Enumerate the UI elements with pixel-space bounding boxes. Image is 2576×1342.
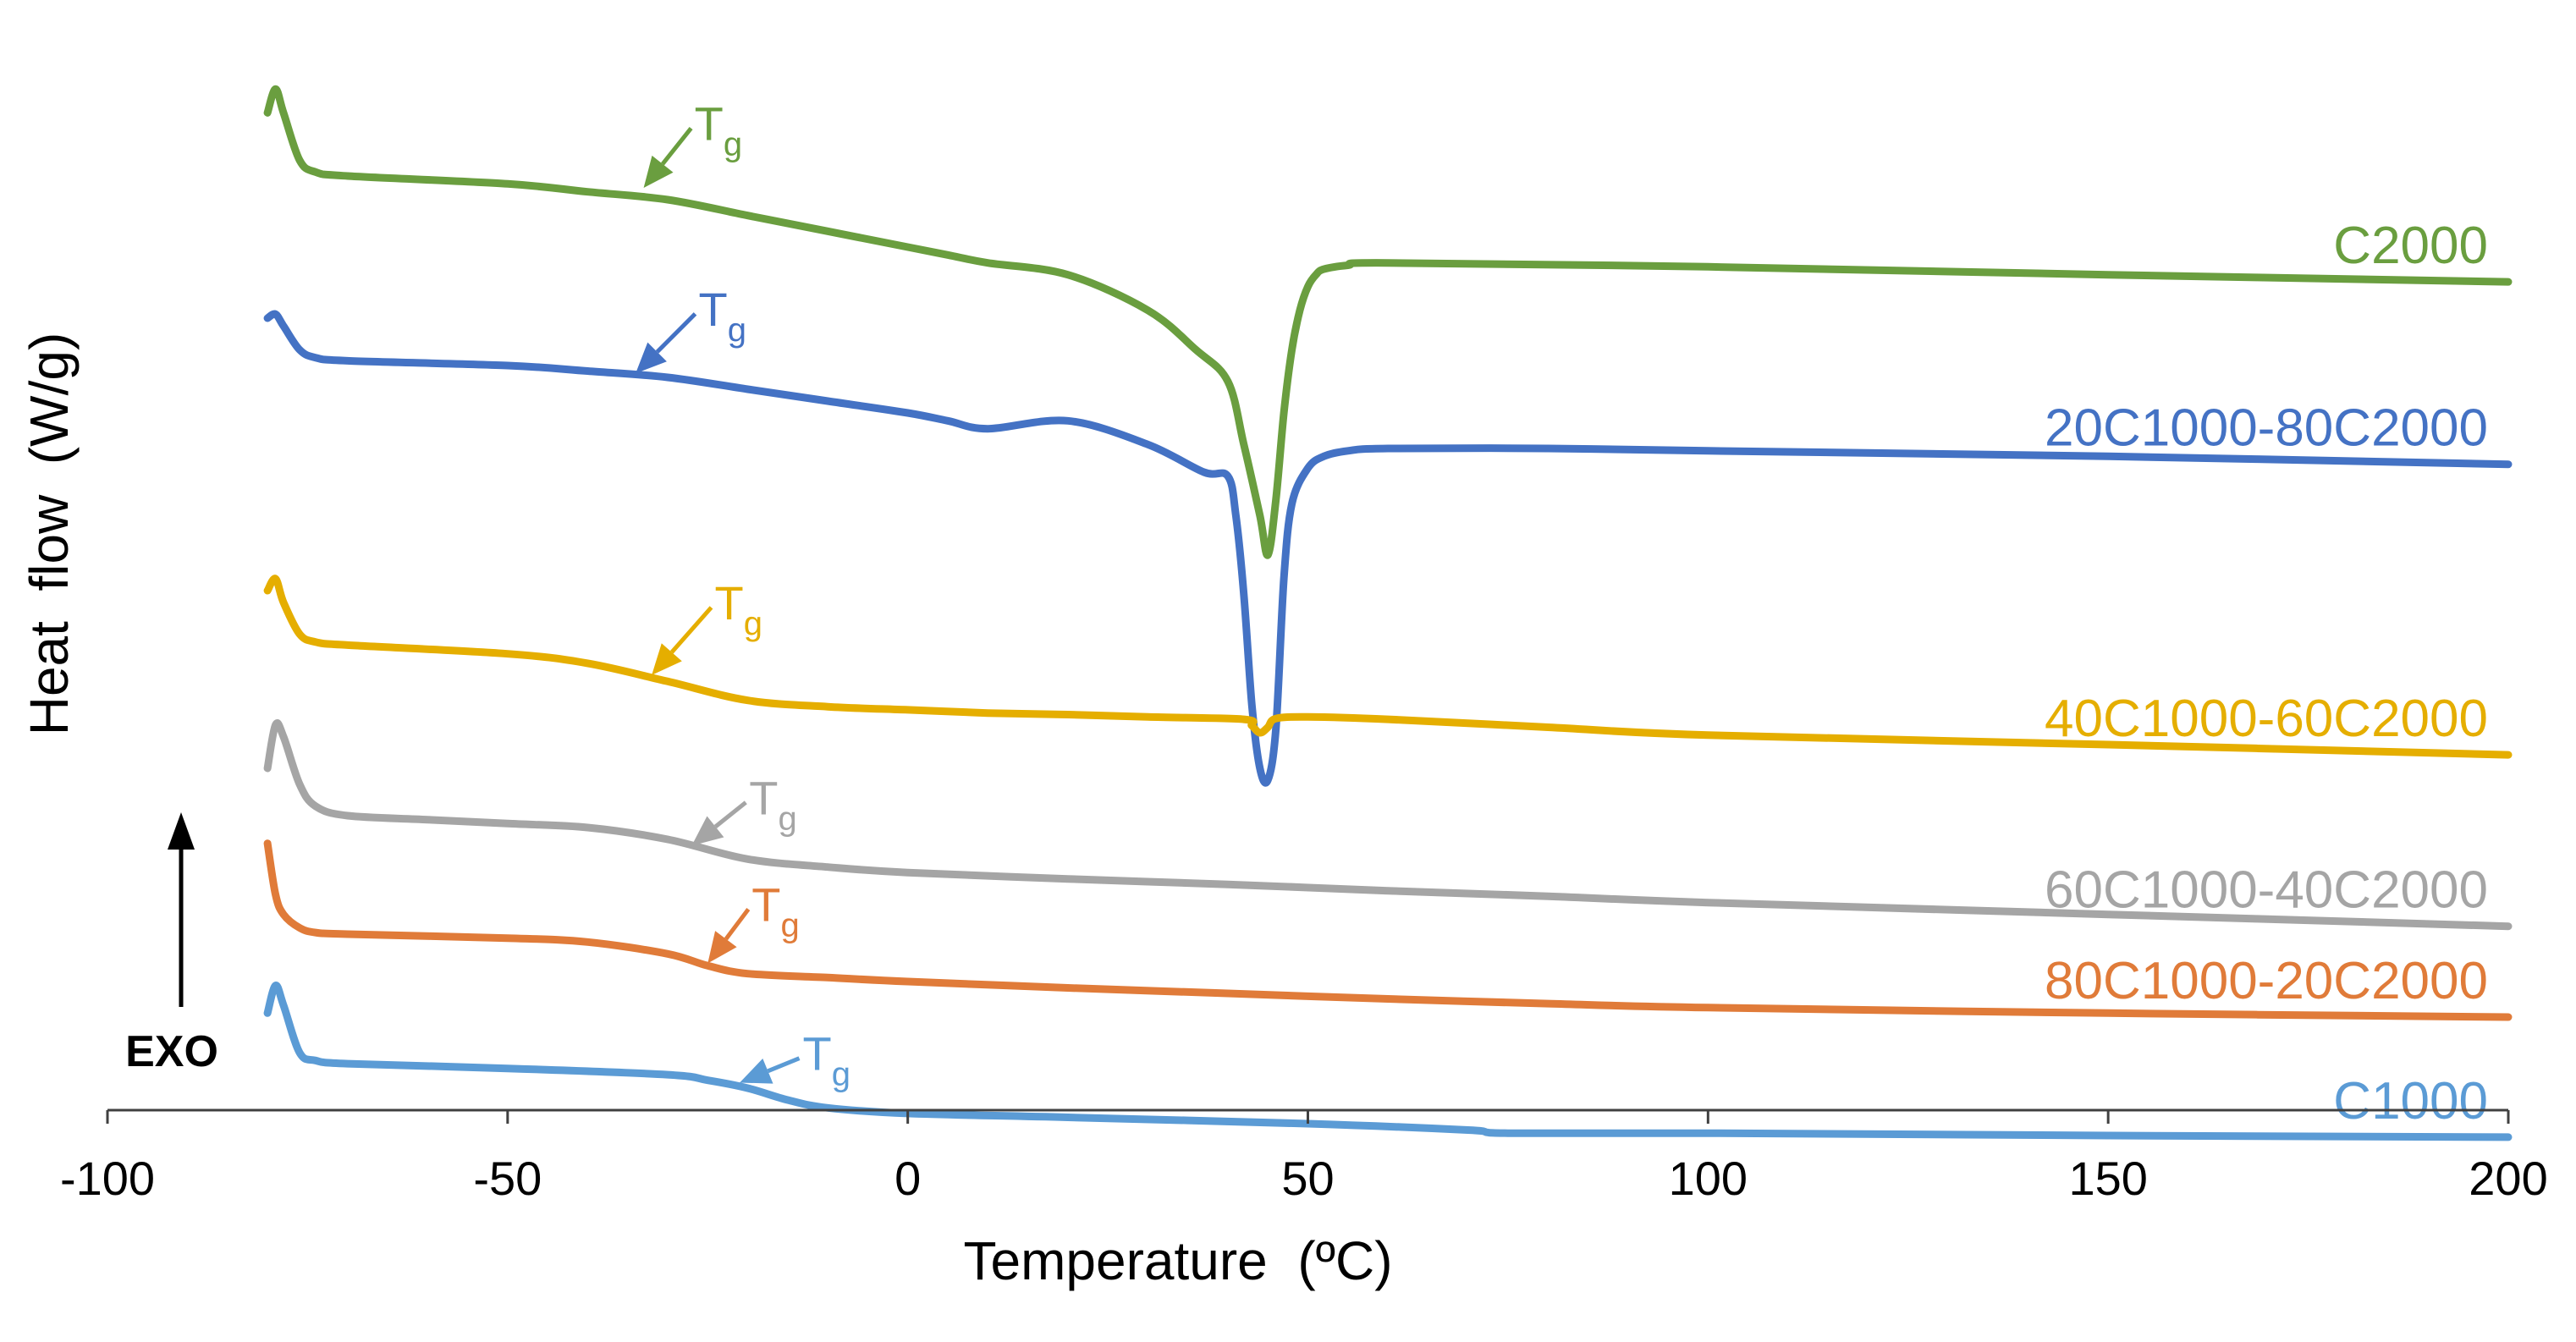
tg-arrow-shaft-80c1000-20c2000: [724, 908, 751, 941]
tg-annotations: Tg Tg Tg Tg Tg Tg: [636, 97, 850, 1093]
x-tick-label: 100: [1669, 1152, 1748, 1205]
series-line-60c1000-40c2000: [263, 719, 2513, 931]
tg-arrow-shaft-c1000: [767, 1056, 801, 1074]
series-line-20c1000-80c2000: [263, 310, 2513, 787]
series-line-80c1000-20c2000: [263, 839, 2513, 1021]
series-label-60c1000-40c2000: 60C1000-40C2000: [2045, 861, 2488, 920]
tg-label-80c1000-20c2000: Tg: [751, 878, 799, 944]
tg-arrow-head-60c1000-40c2000: [691, 816, 724, 846]
tg-label-20c1000-80c2000: Tg: [699, 283, 746, 349]
x-axis-ticks: -100 -50 0 50 100 150 200: [60, 1110, 2548, 1205]
series-labels: C2000 20C1000-80C2000 40C1000-60C2000 60C10…: [2045, 217, 2488, 1130]
x-tick-label: 200: [2469, 1152, 2547, 1205]
tg-arrow-shaft-40c1000-60c2000: [669, 606, 713, 654]
x-tick-label: 50: [1281, 1152, 1334, 1205]
series-label-c1000: C1000: [2333, 1072, 2488, 1130]
tg-arrow-head-c2000: [643, 155, 674, 188]
x-tick-label: 150: [2068, 1152, 2147, 1205]
tg-label-60c1000-40c2000: Tg: [749, 771, 796, 837]
series-label-c2000: C2000: [2333, 217, 2488, 275]
tg-arrow-shaft-20c1000-80c2000: [655, 312, 697, 354]
x-axis-title: Temperature (ºC): [963, 1230, 1392, 1291]
exo-label: EXO: [125, 1027, 218, 1076]
tg-arrow-shaft-c2000: [661, 127, 693, 166]
x-tick-label: -50: [473, 1152, 542, 1205]
series-label-20c1000-80c2000: 20C1000-80C2000: [2045, 399, 2488, 458]
series-label-80c1000-20c2000: 80C1000-20C2000: [2045, 952, 2488, 1010]
series-curves: [263, 85, 2513, 1141]
tg-arrow-head-80c1000-20c2000: [707, 931, 737, 964]
tg-label-40c1000-60c2000: Tg: [715, 576, 762, 642]
y-axis-title: Heat flow (W/g): [19, 333, 80, 736]
series-line-c1000: [263, 982, 2513, 1141]
tg-label-c2000: Tg: [695, 97, 742, 163]
tg-arrow-head-c1000: [740, 1059, 773, 1084]
x-tick-label: -100: [60, 1152, 155, 1205]
tg-arrow-head-40c1000-60c2000: [652, 643, 682, 675]
x-tick-label: 0: [894, 1152, 921, 1205]
series-line-40c1000-60c2000: [263, 575, 2513, 759]
exo-arrow-head: [168, 812, 195, 850]
tg-label-c1000: Tg: [803, 1027, 850, 1093]
series-label-40c1000-60c2000: 40C1000-60C2000: [2045, 690, 2488, 748]
tg-arrow-shaft-60c1000-40c2000: [713, 800, 747, 828]
tg-arrow-head-20c1000-80c2000: [636, 342, 667, 374]
series-line-c2000: [263, 85, 2513, 559]
